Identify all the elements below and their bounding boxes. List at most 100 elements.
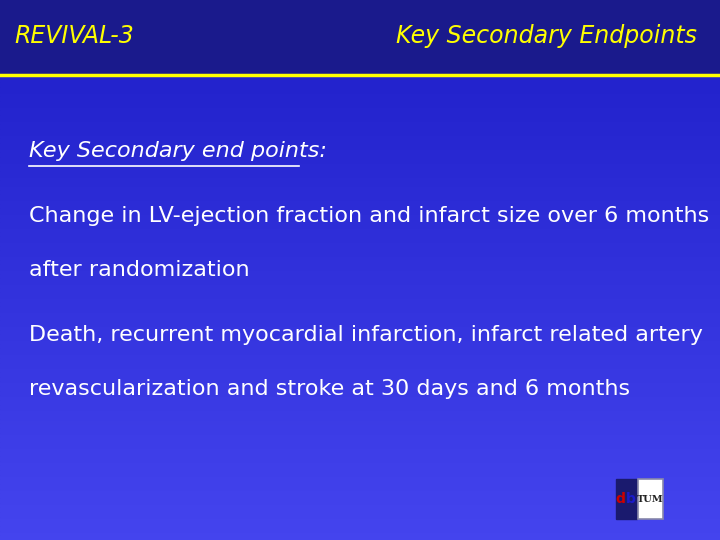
Bar <box>0 106 720 110</box>
Text: revascularization and stroke at 30 days and 6 months: revascularization and stroke at 30 days … <box>29 379 630 399</box>
Bar <box>0 437 720 442</box>
Bar <box>0 279 720 283</box>
Bar <box>0 293 720 297</box>
Bar <box>0 161 720 166</box>
Bar <box>0 269 720 274</box>
Bar <box>0 503 720 507</box>
Bar <box>0 428 720 433</box>
Bar <box>0 465 720 470</box>
Bar <box>0 302 720 306</box>
Bar <box>0 227 720 232</box>
Bar <box>0 376 720 381</box>
Bar <box>0 475 720 480</box>
Text: REVIVAL-3: REVIVAL-3 <box>14 24 134 49</box>
Text: b: b <box>626 492 636 506</box>
Bar <box>0 92 720 96</box>
Text: Death, recurrent myocardial infarction, infarct related artery: Death, recurrent myocardial infarction, … <box>29 325 703 345</box>
Text: Key Secondary end points:: Key Secondary end points: <box>29 141 327 161</box>
Text: after randomization: after randomization <box>29 260 249 280</box>
Bar <box>0 381 720 386</box>
Bar <box>0 311 720 316</box>
Bar <box>0 409 720 414</box>
Text: TUM: TUM <box>637 495 664 504</box>
Bar <box>0 185 720 190</box>
Bar <box>0 265 720 269</box>
Bar <box>0 129 720 133</box>
Text: Key Secondary Endpoints: Key Secondary Endpoints <box>396 24 697 49</box>
Bar <box>0 260 720 265</box>
Bar <box>0 222 720 227</box>
Bar <box>0 498 720 503</box>
Bar <box>0 334 720 339</box>
Bar <box>0 480 720 484</box>
Bar <box>0 494 720 498</box>
Bar <box>0 246 720 251</box>
Bar <box>0 147 720 152</box>
Bar <box>0 274 720 279</box>
Bar <box>0 423 720 428</box>
Bar <box>0 330 720 334</box>
Bar <box>0 218 720 222</box>
Bar <box>0 96 720 101</box>
Bar <box>638 479 663 519</box>
Bar <box>0 390 720 395</box>
Bar <box>0 143 720 147</box>
Bar <box>0 456 720 461</box>
Bar <box>0 176 720 180</box>
Bar <box>0 386 720 390</box>
Bar <box>0 461 720 465</box>
Bar <box>0 395 720 400</box>
Bar <box>0 124 720 129</box>
Bar <box>0 526 720 531</box>
Text: d: d <box>616 492 626 506</box>
Bar <box>0 194 720 199</box>
Bar <box>0 288 720 293</box>
Bar <box>0 87 720 92</box>
Bar <box>0 451 720 456</box>
Bar <box>0 208 720 213</box>
Bar <box>0 362 720 367</box>
Bar <box>0 447 720 451</box>
Bar <box>0 535 720 540</box>
Bar <box>0 232 720 237</box>
Bar <box>0 237 720 241</box>
Bar <box>0 325 720 330</box>
Bar <box>0 414 720 418</box>
Bar <box>0 180 720 185</box>
Bar <box>0 283 720 288</box>
Bar <box>0 521 720 526</box>
Bar <box>0 470 720 475</box>
Bar <box>0 320 720 325</box>
Bar <box>0 353 720 358</box>
Bar <box>0 73 720 78</box>
Bar <box>0 400 720 404</box>
Bar <box>0 531 720 535</box>
Bar <box>0 82 720 87</box>
Bar <box>0 78 720 82</box>
Bar <box>0 372 720 376</box>
Bar <box>0 115 720 120</box>
Bar <box>0 255 720 260</box>
Bar <box>0 358 720 362</box>
Bar <box>0 297 720 302</box>
Bar <box>0 344 720 348</box>
Bar <box>0 348 720 353</box>
Bar <box>0 0 720 73</box>
Bar <box>0 204 720 208</box>
Bar <box>0 517 720 521</box>
Bar <box>0 199 720 204</box>
Bar <box>0 251 720 255</box>
Bar <box>0 316 720 320</box>
Bar <box>0 133 720 138</box>
Bar <box>0 152 720 157</box>
Bar <box>616 479 636 519</box>
Bar <box>0 213 720 218</box>
Bar <box>0 339 720 344</box>
Bar <box>0 101 720 106</box>
Bar <box>0 484 720 489</box>
Bar <box>0 190 720 194</box>
Bar <box>0 307 720 311</box>
Bar <box>0 507 720 512</box>
Bar <box>0 166 720 171</box>
Bar <box>0 171 720 176</box>
